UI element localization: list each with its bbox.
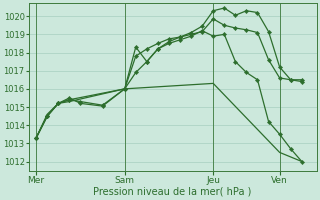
X-axis label: Pression niveau de la mer( hPa ): Pression niveau de la mer( hPa ) <box>93 187 252 197</box>
